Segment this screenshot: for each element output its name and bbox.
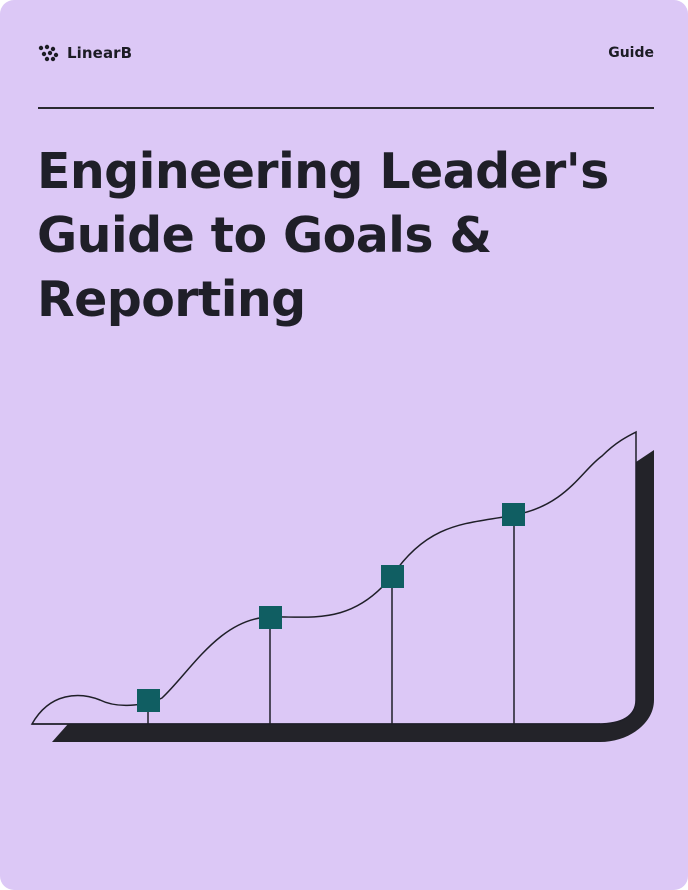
cover-title: Engineering Leader's Guide to Goals & Re…	[37, 140, 637, 332]
curve-panel	[30, 430, 637, 725]
document-type-label: Guide	[608, 45, 654, 61]
marker-stems	[147, 526, 515, 724]
linearb-logo-icon	[38, 44, 59, 62]
cover-header: LinearB Guide	[38, 40, 654, 66]
title-line: Guide to Goals &	[37, 207, 492, 264]
milestone-marker	[259, 606, 282, 629]
title-line: Reporting	[37, 271, 306, 328]
brand-name: LinearB	[67, 44, 133, 62]
header-divider	[38, 107, 654, 109]
milestone-marker	[381, 565, 404, 588]
milestone-marker	[137, 689, 160, 712]
title-line: Engineering Leader's	[37, 143, 609, 200]
brand: LinearB	[38, 44, 132, 62]
milestone-marker	[502, 503, 525, 526]
